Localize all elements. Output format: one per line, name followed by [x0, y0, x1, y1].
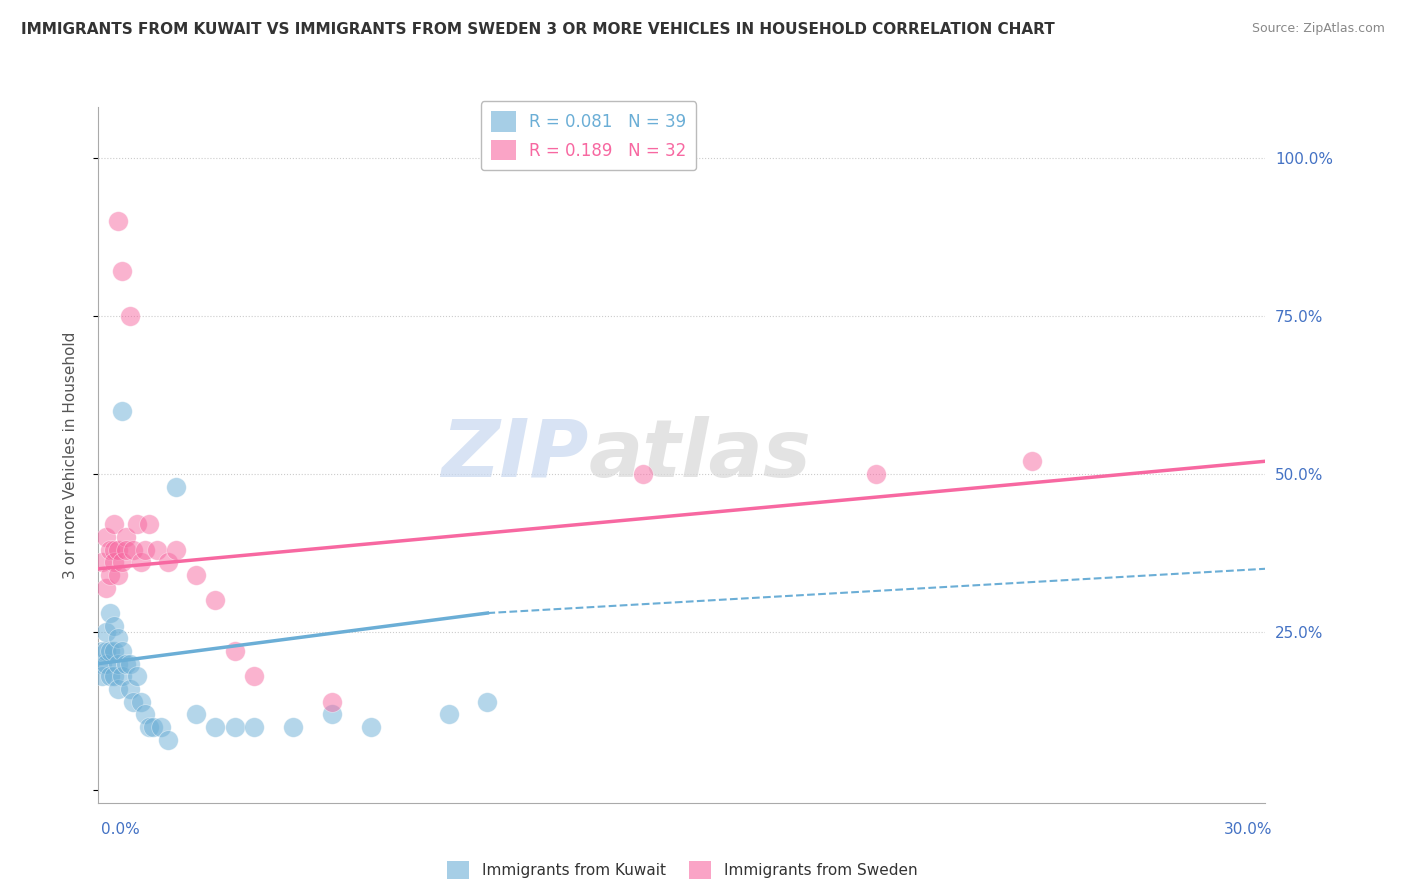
Point	[103, 669, 125, 683]
Point	[118, 657, 141, 671]
Point	[103, 618, 125, 632]
Point	[204, 720, 226, 734]
Point	[127, 517, 149, 532]
Point	[477, 695, 499, 709]
Point	[103, 556, 125, 570]
Point	[114, 530, 136, 544]
Point	[98, 568, 121, 582]
Point	[437, 707, 460, 722]
Point	[631, 467, 654, 481]
Point	[111, 556, 134, 570]
Point	[865, 467, 887, 481]
Point	[321, 695, 343, 709]
Point	[107, 542, 129, 557]
Point	[118, 681, 141, 696]
Point	[138, 517, 160, 532]
Point	[103, 644, 125, 658]
Point	[103, 517, 125, 532]
Point	[98, 606, 121, 620]
Point	[107, 568, 129, 582]
Point	[122, 695, 145, 709]
Point	[111, 264, 134, 278]
Point	[204, 593, 226, 607]
Point	[224, 720, 246, 734]
Point	[96, 644, 118, 658]
Point	[157, 732, 180, 747]
Point	[98, 644, 121, 658]
Point	[321, 707, 343, 722]
Point	[111, 644, 134, 658]
Point	[91, 556, 114, 570]
Point	[149, 720, 172, 734]
Point	[107, 657, 129, 671]
Point	[114, 542, 136, 557]
Point	[281, 720, 304, 734]
Point	[243, 720, 266, 734]
Point	[91, 657, 114, 671]
Point	[146, 542, 169, 557]
Point	[1021, 454, 1043, 468]
Point	[243, 669, 266, 683]
Text: 30.0%: 30.0%	[1225, 822, 1272, 837]
Point	[134, 707, 156, 722]
Point	[134, 542, 156, 557]
Text: atlas: atlas	[589, 416, 811, 494]
Point	[127, 669, 149, 683]
Point	[157, 556, 180, 570]
Text: ZIP: ZIP	[441, 416, 589, 494]
Point	[165, 542, 187, 557]
Point	[96, 530, 118, 544]
Point	[107, 681, 129, 696]
Point	[98, 669, 121, 683]
Point	[118, 309, 141, 323]
Point	[98, 542, 121, 557]
Point	[129, 695, 152, 709]
Point	[111, 669, 134, 683]
Y-axis label: 3 or more Vehicles in Household: 3 or more Vehicles in Household	[63, 331, 77, 579]
Legend: Immigrants from Kuwait, Immigrants from Sweden: Immigrants from Kuwait, Immigrants from …	[440, 855, 924, 886]
Text: 0.0%: 0.0%	[101, 822, 141, 837]
Point	[224, 644, 246, 658]
Point	[96, 625, 118, 640]
Text: IMMIGRANTS FROM KUWAIT VS IMMIGRANTS FROM SWEDEN 3 OR MORE VEHICLES IN HOUSEHOLD: IMMIGRANTS FROM KUWAIT VS IMMIGRANTS FRO…	[21, 22, 1054, 37]
Point	[91, 669, 114, 683]
Point	[107, 632, 129, 646]
Point	[138, 720, 160, 734]
Point	[107, 214, 129, 228]
Point	[91, 644, 114, 658]
Point	[129, 556, 152, 570]
Point	[111, 403, 134, 417]
Point	[122, 542, 145, 557]
Point	[360, 720, 382, 734]
Point	[184, 568, 207, 582]
Text: Source: ZipAtlas.com: Source: ZipAtlas.com	[1251, 22, 1385, 36]
Point	[114, 657, 136, 671]
Point	[96, 581, 118, 595]
Point	[184, 707, 207, 722]
Point	[142, 720, 165, 734]
Point	[165, 479, 187, 493]
Point	[103, 542, 125, 557]
Point	[96, 657, 118, 671]
